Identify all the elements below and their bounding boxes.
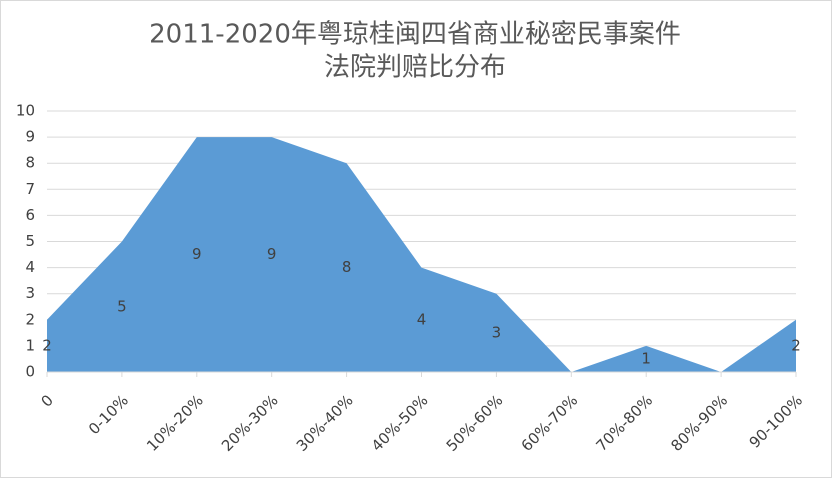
data-label: 9: [192, 245, 202, 263]
y-tick-label: 6: [25, 206, 35, 224]
y-tick-label: 3: [25, 284, 35, 302]
chart-title: 法院判赔比分布: [324, 53, 506, 83]
data-label: 8: [342, 258, 352, 276]
data-label: 5: [117, 297, 127, 315]
y-tick-label: 5: [25, 232, 35, 250]
y-tick-label: 8: [25, 154, 35, 172]
chart-title: 2011-2020年粤琼桂闽四省商业秘密民事案件: [149, 20, 681, 50]
y-tick-label: 1: [25, 336, 35, 354]
y-tick-label: 7: [25, 180, 35, 198]
y-tick-label: 0: [25, 363, 35, 381]
y-tick-label: 9: [25, 128, 35, 146]
area: [47, 137, 796, 372]
data-label: 2: [791, 336, 801, 354]
data-label: 3: [492, 323, 502, 341]
y-tick-label: 10: [16, 102, 35, 120]
data-label: 4: [417, 310, 427, 328]
data-label: 2: [42, 336, 52, 354]
data-label: 9: [267, 245, 277, 263]
y-tick-label: 2: [25, 310, 35, 328]
y-tick-label: 4: [25, 258, 35, 276]
data-label: 1: [641, 349, 651, 367]
